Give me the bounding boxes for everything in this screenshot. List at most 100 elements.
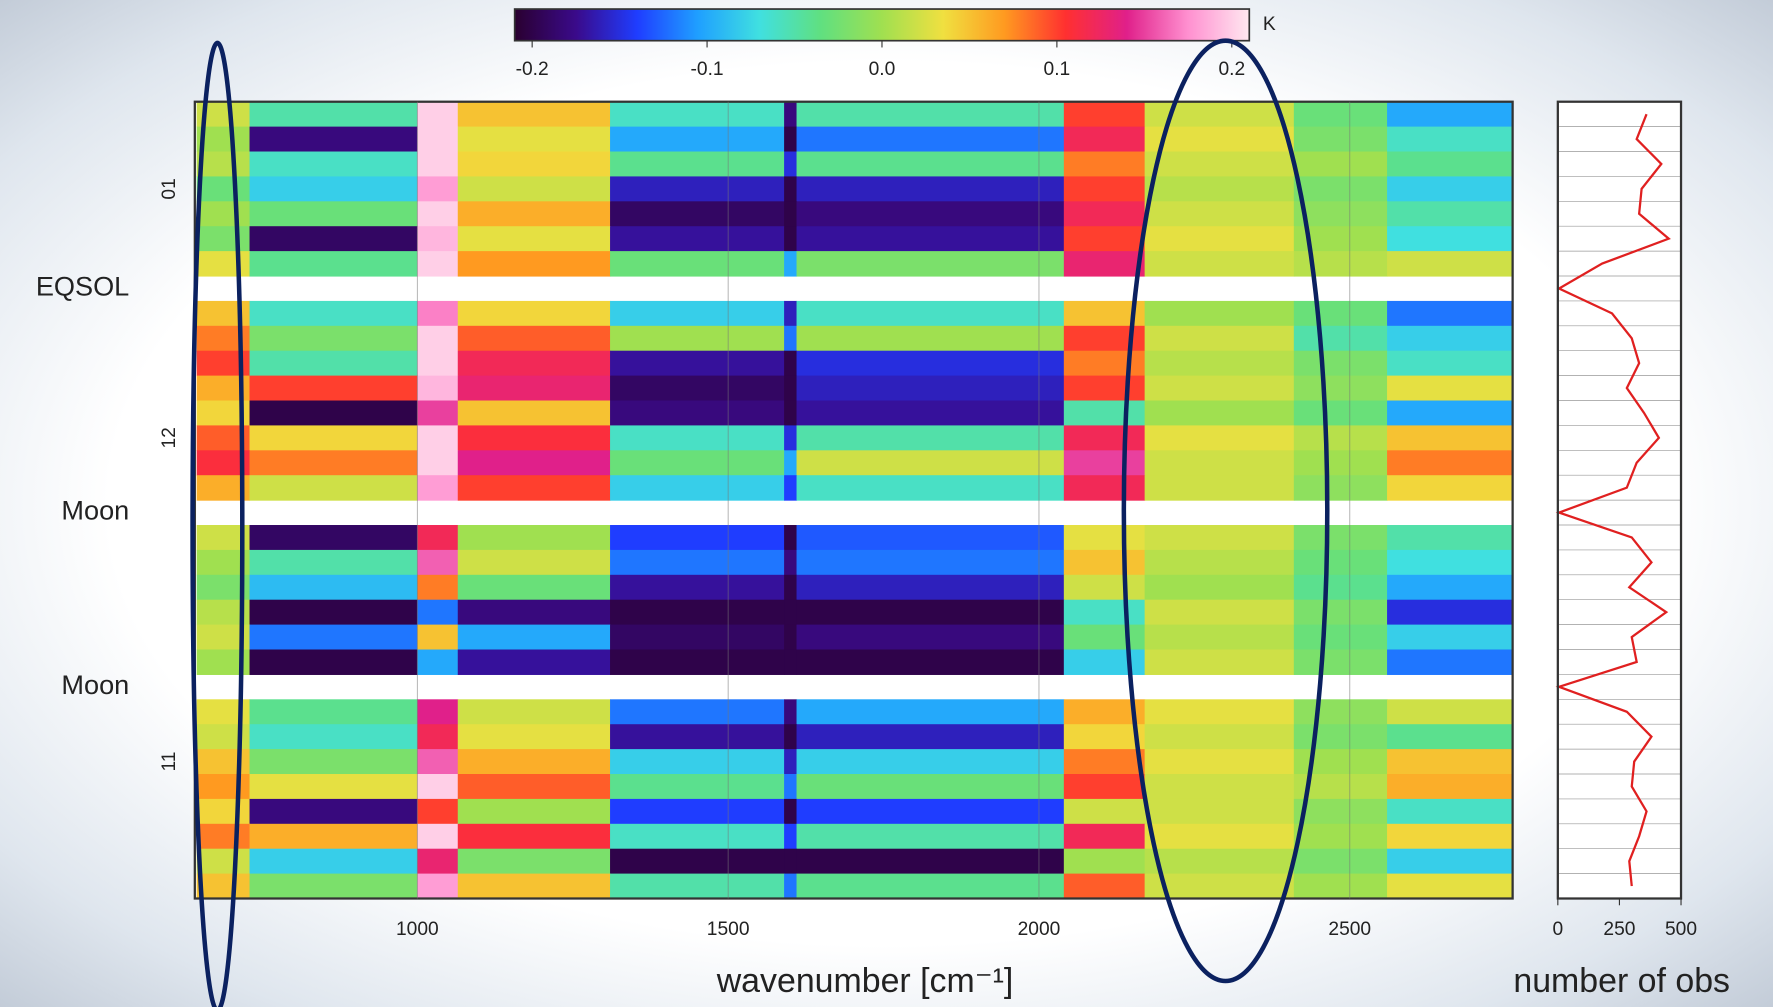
heat-cell bbox=[1293, 475, 1388, 501]
heat-cell bbox=[417, 300, 459, 327]
heat-cell bbox=[796, 300, 1065, 327]
heat-cell bbox=[610, 823, 785, 850]
heat-cell bbox=[784, 549, 798, 576]
heat-cell bbox=[1387, 350, 1512, 377]
heat-cell bbox=[784, 251, 798, 277]
heat-cell bbox=[796, 450, 1065, 476]
panel-frame bbox=[1556, 100, 1683, 900]
heat-cell bbox=[1144, 749, 1295, 775]
heat-cell bbox=[457, 300, 611, 327]
heat-cell bbox=[796, 151, 1065, 177]
heat-cell bbox=[796, 848, 1065, 875]
heat-cell bbox=[1387, 151, 1512, 177]
heat-cell bbox=[1063, 375, 1146, 402]
colorbar-tick-label: -0.2 bbox=[516, 59, 549, 80]
heat-cell bbox=[796, 873, 1065, 900]
heat-cell bbox=[249, 574, 418, 601]
heat-cell bbox=[457, 400, 611, 426]
heat-cell bbox=[417, 325, 459, 352]
heat-cell bbox=[1063, 823, 1146, 850]
heat-cell bbox=[249, 848, 418, 875]
heat-cell bbox=[1063, 126, 1146, 153]
heat-cell bbox=[1293, 823, 1388, 850]
heat-cell bbox=[457, 749, 611, 775]
heat-cell bbox=[796, 226, 1065, 252]
heat-cell bbox=[457, 848, 611, 875]
heat-cell bbox=[1387, 126, 1512, 153]
heat-cell bbox=[784, 126, 798, 153]
heat-cell bbox=[1144, 774, 1295, 800]
heat-cell bbox=[784, 724, 798, 750]
heat-cell bbox=[610, 251, 785, 277]
heat-cell bbox=[1144, 450, 1295, 476]
heat-cell bbox=[249, 450, 418, 476]
heat-cell bbox=[1063, 450, 1146, 476]
heat-cell bbox=[417, 699, 459, 725]
colorbar-tick-label: -0.1 bbox=[691, 59, 724, 80]
heat-cell bbox=[457, 325, 611, 352]
heat-cell bbox=[610, 350, 785, 377]
row-annotation: EQSOL bbox=[36, 271, 129, 302]
heat-cell bbox=[796, 724, 1065, 750]
heat-cell bbox=[1144, 699, 1295, 725]
heat-cell bbox=[784, 201, 798, 227]
heat-cell bbox=[417, 101, 459, 128]
heat-cell bbox=[610, 450, 785, 476]
heat-cell bbox=[196, 749, 251, 775]
heat-cell bbox=[610, 873, 785, 900]
heat-cell bbox=[417, 873, 459, 900]
heat-cell bbox=[796, 774, 1065, 800]
colorbar-tick-label: 0.0 bbox=[869, 59, 896, 80]
heat-cell bbox=[1144, 425, 1295, 451]
heat-cell bbox=[417, 798, 459, 825]
heat-cell bbox=[1387, 749, 1512, 775]
heat-cell bbox=[1293, 325, 1388, 352]
heat-cell bbox=[796, 176, 1065, 202]
heat-cell bbox=[249, 699, 418, 725]
row-annotation: Moon bbox=[61, 669, 129, 700]
heat-cell bbox=[796, 475, 1065, 501]
heat-cell bbox=[1387, 325, 1512, 352]
heat-cell bbox=[457, 574, 611, 601]
heat-cell bbox=[1293, 400, 1388, 426]
heat-cell bbox=[457, 699, 611, 725]
heat-cell bbox=[1293, 525, 1388, 551]
row-annotation: Moon bbox=[61, 495, 129, 526]
heat-cell bbox=[457, 450, 611, 476]
x-tick-label: 500 bbox=[1665, 919, 1697, 940]
heat-cell bbox=[784, 400, 798, 426]
x-tick-label: 0 bbox=[1552, 919, 1563, 940]
heat-cell bbox=[784, 151, 798, 177]
heat-cell bbox=[1293, 126, 1388, 153]
heat-cell bbox=[417, 176, 459, 202]
heat-cell bbox=[457, 101, 611, 128]
heat-cell bbox=[1144, 823, 1295, 850]
heat-cell bbox=[1387, 549, 1512, 576]
heat-cell bbox=[1387, 201, 1512, 227]
heat-cell bbox=[457, 599, 611, 626]
heat-cell bbox=[1144, 300, 1295, 327]
heat-cell bbox=[1293, 201, 1388, 227]
heat-cell bbox=[1144, 126, 1295, 153]
heat-cell bbox=[1144, 325, 1295, 352]
heat-cell bbox=[1144, 649, 1295, 675]
heat-cell bbox=[1063, 574, 1146, 601]
heat-cell bbox=[1387, 475, 1512, 501]
heat-cell bbox=[249, 649, 418, 675]
heat-cell bbox=[784, 749, 798, 775]
heat-cell bbox=[1063, 350, 1146, 377]
heat-cell bbox=[457, 475, 611, 501]
heat-cell bbox=[1144, 848, 1295, 875]
heat-cell bbox=[796, 525, 1065, 551]
heat-cell bbox=[1144, 873, 1295, 900]
heat-cell bbox=[249, 525, 418, 551]
heat-cell bbox=[196, 201, 251, 227]
heat-cell bbox=[417, 251, 459, 277]
heat-cell bbox=[196, 251, 251, 277]
heat-cell bbox=[1293, 798, 1388, 825]
heat-cell bbox=[610, 201, 785, 227]
heat-cell bbox=[1144, 798, 1295, 825]
heat-cell bbox=[1144, 400, 1295, 426]
heat-cell bbox=[249, 400, 418, 426]
